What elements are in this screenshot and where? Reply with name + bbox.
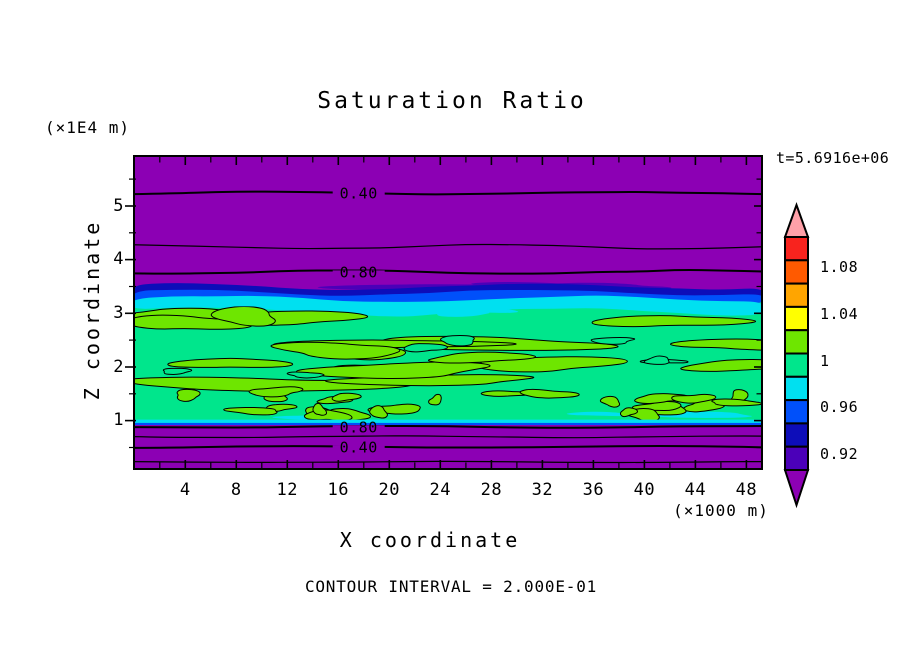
x-tick-label: 36 <box>582 480 605 500</box>
y-tick-label: 5 <box>113 195 124 216</box>
x-tick-label: 20 <box>378 480 401 500</box>
colorbar-tick-label: 0.96 <box>820 398 859 417</box>
x-tick-label: 40 <box>633 480 656 500</box>
colorbar-tick-label: 1.08 <box>820 258 859 277</box>
x-tick-label: 12 <box>276 480 299 500</box>
x-tick-label: 4 <box>179 480 191 500</box>
colorbar-tick-label: 1 <box>820 351 830 370</box>
svg-text:0.40: 0.40 <box>340 185 378 203</box>
x-tick-label: 44 <box>684 480 707 500</box>
svg-text:0.80: 0.80 <box>340 264 378 282</box>
x-tick-label: 48 <box>735 480 758 500</box>
y-tick-label: 4 <box>113 249 124 270</box>
x-tick-label: 8 <box>230 480 242 500</box>
colorbar-tick-label: 1.04 <box>820 304 859 323</box>
x-axis-title: X coordinate <box>339 528 521 552</box>
x-tick-label: 28 <box>480 480 503 500</box>
y-tick-label: 3 <box>113 302 124 323</box>
y-tick-label: 1 <box>113 410 124 431</box>
x-tick-label: 16 <box>327 480 350 500</box>
contour-interval-note: CONTOUR INTERVAL = 2.000E-01 <box>304 577 598 596</box>
time-annotation: t=5.6916e+06 <box>776 149 890 167</box>
y-axis-unit-label: (×1E4 m) <box>45 118 131 137</box>
y-tick-label: 2 <box>113 356 124 377</box>
svg-text:0.80: 0.80 <box>340 418 378 436</box>
x-axis-unit-label: (×1000 m) <box>673 501 769 520</box>
colorbar-tick-label: 0.92 <box>820 444 859 463</box>
x-tick-label: 32 <box>531 480 554 500</box>
svg-text:0.40: 0.40 <box>340 438 378 456</box>
contour-plot: 0.40 0.80 0.80 0.40 <box>125 155 763 470</box>
x-tick-label: 24 <box>429 480 452 500</box>
colorbar <box>783 202 810 509</box>
page-title: Saturation Ratio <box>317 88 587 114</box>
